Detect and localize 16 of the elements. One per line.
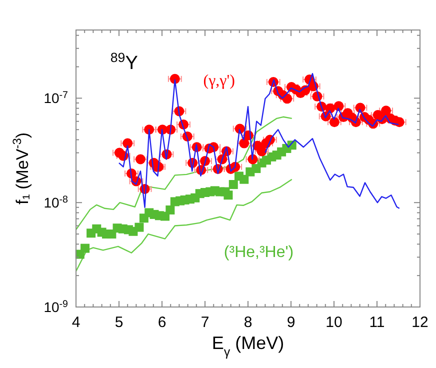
x-tick-label: 6 bbox=[158, 314, 166, 331]
x-tick-label: 11 bbox=[369, 314, 385, 331]
text: (³He,³He') bbox=[224, 244, 294, 262]
y-tick-label: 10$^{-7}$ bbox=[44, 90, 68, 106]
x-tick-label: 9 bbox=[286, 314, 296, 331]
x-axis-title: E$_{γ}$ (MeV) bbox=[212, 333, 284, 359]
x-tick-label: 10 bbox=[326, 314, 342, 331]
y-tick-label: 10$^{-8}$ bbox=[44, 194, 69, 211]
annotation: $^{89}$Y bbox=[110, 49, 138, 74]
series-label: (γ,γ') bbox=[203, 72, 235, 90]
x-tick-label: 4 bbox=[72, 314, 80, 331]
x-tick-label: 8 bbox=[244, 314, 252, 331]
x-tick-label: 5 bbox=[114, 314, 124, 331]
x-tick-label: 12 bbox=[412, 314, 428, 331]
x-tick-label: 7 bbox=[200, 314, 210, 331]
y-tick-label: 10$^{-9}$ bbox=[44, 298, 68, 315]
